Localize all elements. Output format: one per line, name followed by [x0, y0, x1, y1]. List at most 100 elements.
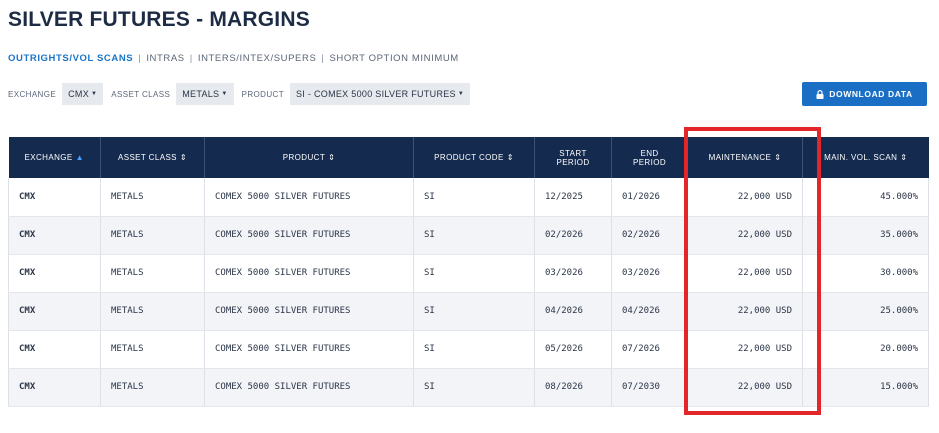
- cell-product-code: SI: [413, 254, 535, 293]
- cell-asset-class: METALS: [100, 216, 205, 255]
- cell-start-period: 08/2026: [534, 368, 612, 407]
- cell-start-period: 03/2026: [534, 254, 612, 293]
- cell-end-period: 07/2026: [611, 330, 688, 369]
- cell-product-code: SI: [413, 368, 535, 407]
- cell-main-vol-scan: 30.000%: [802, 254, 929, 293]
- cell-exchange: CMX: [8, 368, 101, 407]
- cell-main-vol-scan: 45.000%: [802, 178, 929, 217]
- cell-main-vol-scan: 15.000%: [802, 368, 929, 407]
- cell-product-code: SI: [413, 216, 535, 255]
- column-header-start-period[interactable]: START PERIOD: [534, 137, 612, 178]
- download-data-button[interactable]: DOWNLOAD DATA: [802, 82, 927, 106]
- exchange-filter-label: EXCHANGE: [8, 89, 57, 99]
- table-row: CMX METALS COMEX 5000 SILVER FUTURES SI …: [8, 216, 929, 255]
- sort-icon: ⇕: [328, 153, 336, 162]
- cell-asset-class: METALS: [100, 292, 205, 331]
- download-data-label: DOWNLOAD DATA: [829, 89, 913, 99]
- caret-down-icon: ▼: [457, 91, 465, 97]
- column-header-label: PERIOD: [632, 157, 667, 167]
- cell-exchange: CMX: [8, 330, 101, 369]
- column-header-maintenance[interactable]: MAINTENANCE ⇕: [687, 137, 803, 178]
- asset-class-filter-label: ASSET CLASS: [111, 89, 171, 99]
- nav-separator: |: [321, 53, 325, 64]
- cell-product: COMEX 5000 SILVER FUTURES: [204, 216, 414, 255]
- cell-end-period: 02/2026: [611, 216, 688, 255]
- cell-product-code: SI: [413, 330, 535, 369]
- column-header-main-vol-scan[interactable]: MAIN. VOL. SCAN ⇕: [802, 137, 929, 178]
- cell-product-code: SI: [413, 292, 535, 331]
- cell-asset-class: METALS: [100, 254, 205, 293]
- cell-start-period: 02/2026: [534, 216, 612, 255]
- cell-exchange: CMX: [8, 178, 101, 217]
- column-header-label: MAIN. VOL. SCAN: [824, 153, 898, 162]
- column-header-label: PRODUCT: [282, 153, 326, 162]
- sort-icon: ⇕: [774, 153, 782, 162]
- column-header-product-code[interactable]: PRODUCT CODE ⇕: [413, 137, 535, 178]
- product-dropdown-value: SI - COMEX 5000 SILVER FUTURES: [295, 89, 456, 99]
- product-dropdown[interactable]: SI - COMEX 5000 SILVER FUTURES ▼: [289, 83, 471, 105]
- cell-start-period: 12/2025: [534, 178, 612, 217]
- table-row: CMX METALS COMEX 5000 SILVER FUTURES SI …: [8, 292, 929, 331]
- product-filter-label: PRODUCT: [241, 89, 284, 99]
- asset-class-dropdown-value: METALS: [182, 89, 220, 99]
- column-header-end-period[interactable]: END PERIOD: [611, 137, 688, 178]
- column-header-asset-class[interactable]: ASSET CLASS ⇕: [100, 137, 205, 178]
- table-row: CMX METALS COMEX 5000 SILVER FUTURES SI …: [8, 368, 929, 407]
- cell-maintenance: 22,000 USD: [687, 330, 803, 369]
- cell-start-period: 05/2026: [534, 330, 612, 369]
- tab-intras[interactable]: INTRAS: [146, 53, 185, 64]
- cell-maintenance: 22,000 USD: [687, 368, 803, 407]
- tab-outrights-vol-scans[interactable]: OUTRIGHTS/VOL SCANS: [8, 53, 134, 64]
- cell-exchange: CMX: [8, 254, 101, 293]
- sort-ascending-icon: ▲: [75, 153, 84, 162]
- cell-asset-class: METALS: [100, 368, 205, 407]
- cell-product: COMEX 5000 SILVER FUTURES: [204, 330, 414, 369]
- caret-down-icon: ▼: [91, 91, 98, 97]
- cell-maintenance: 22,000 USD: [687, 178, 803, 217]
- cell-exchange: CMX: [8, 216, 101, 255]
- table-row: CMX METALS COMEX 5000 SILVER FUTURES SI …: [8, 330, 929, 369]
- exchange-dropdown-value: CMX: [68, 89, 90, 99]
- column-header-label: MAINTENANCE: [708, 153, 772, 162]
- sort-icon: ⇕: [900, 153, 908, 162]
- column-header-label: START: [559, 148, 587, 158]
- exchange-dropdown[interactable]: CMX ▼: [62, 83, 104, 105]
- cell-maintenance: 22,000 USD: [687, 254, 803, 293]
- cell-main-vol-scan: 20.000%: [802, 330, 929, 369]
- column-header-product[interactable]: PRODUCT ⇕: [204, 137, 414, 178]
- table-row: CMX METALS COMEX 5000 SILVER FUTURES SI …: [8, 178, 929, 217]
- table-row: CMX METALS COMEX 5000 SILVER FUTURES SI …: [8, 254, 929, 293]
- cell-end-period: 03/2026: [611, 254, 688, 293]
- nav-separator: |: [138, 53, 142, 64]
- margin-type-nav: OUTRIGHTS/VOL SCANS | INTRAS | INTERS/IN…: [8, 53, 459, 64]
- column-header-exchange[interactable]: EXCHANGE ▲: [8, 137, 101, 178]
- nav-separator: |: [189, 53, 193, 64]
- cell-main-vol-scan: 35.000%: [802, 216, 929, 255]
- cell-product: COMEX 5000 SILVER FUTURES: [204, 254, 414, 293]
- cell-asset-class: METALS: [100, 178, 205, 217]
- cell-product: COMEX 5000 SILVER FUTURES: [204, 292, 414, 331]
- tab-short-option-minimum[interactable]: SHORT OPTION MINIMUM: [329, 53, 459, 64]
- tab-inters-intex-supers[interactable]: INTERS/INTEX/SUPERS: [197, 53, 317, 64]
- column-header-label: PRODUCT CODE: [434, 153, 504, 162]
- cell-maintenance: 22,000 USD: [687, 292, 803, 331]
- cell-end-period: 07/2030: [611, 368, 688, 407]
- cell-main-vol-scan: 25.000%: [802, 292, 929, 331]
- column-header-label: EXCHANGE: [24, 153, 73, 162]
- filter-bar: EXCHANGE CMX ▼ ASSET CLASS METALS ▼ PROD…: [8, 83, 478, 105]
- cell-end-period: 04/2026: [611, 292, 688, 331]
- margins-table: EXCHANGE ▲ ASSET CLASS ⇕ PRODUCT ⇕ PRODUCT …: [8, 137, 929, 407]
- page-title: SILVER FUTURES - MARGINS: [8, 8, 310, 31]
- column-header-label: ASSET CLASS: [117, 153, 177, 162]
- table-header-row: EXCHANGE ▲ ASSET CLASS ⇕ PRODUCT ⇕ PRODUCT …: [8, 137, 929, 178]
- cell-start-period: 04/2026: [534, 292, 612, 331]
- sort-icon: ⇕: [506, 153, 514, 162]
- asset-class-dropdown[interactable]: METALS ▼: [176, 83, 234, 105]
- cell-product: COMEX 5000 SILVER FUTURES: [204, 368, 414, 407]
- sort-icon: ⇕: [179, 153, 188, 162]
- lock-icon: [816, 89, 824, 99]
- caret-down-icon: ▼: [221, 91, 228, 97]
- cell-asset-class: METALS: [100, 330, 205, 369]
- column-header-label: PERIOD: [556, 157, 590, 167]
- cell-maintenance: 22,000 USD: [687, 216, 803, 255]
